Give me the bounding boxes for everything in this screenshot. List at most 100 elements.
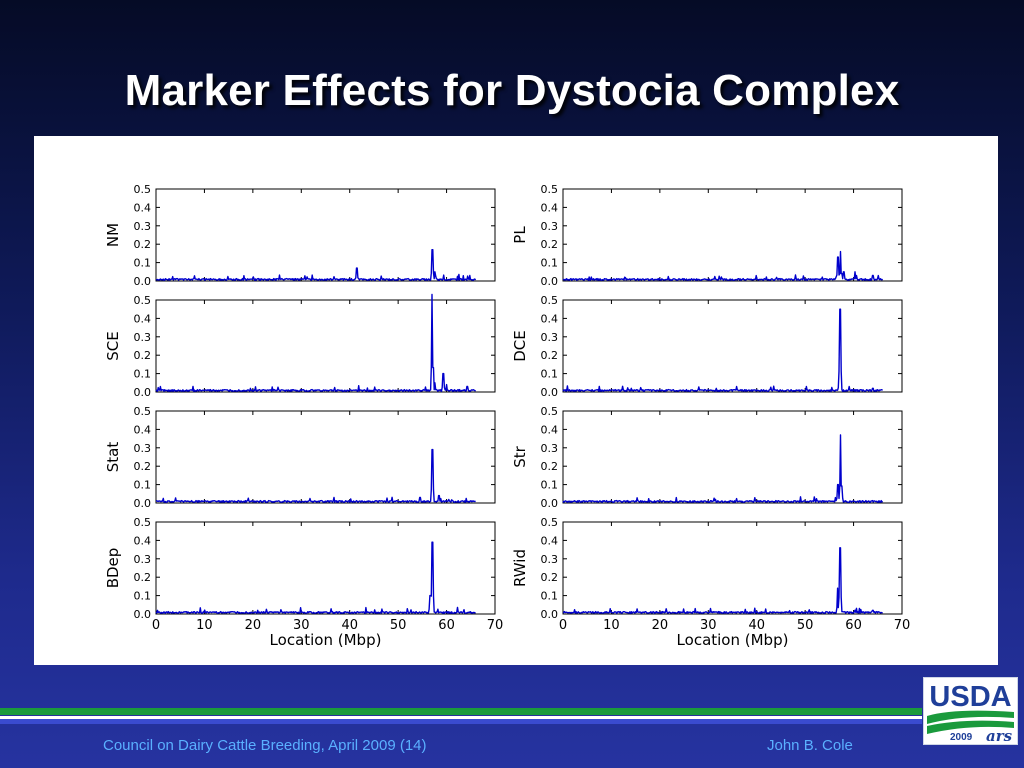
series-line — [562, 434, 884, 503]
y-axis-label: Str — [511, 445, 529, 467]
y-tick-label: 0.0 — [541, 386, 559, 399]
x-tick-label: 70 — [894, 618, 911, 633]
y-tick-label: 0.4 — [541, 534, 559, 547]
series-line — [562, 547, 883, 614]
y-tick-label: 0.5 — [134, 405, 152, 418]
y-tick-label: 0.3 — [134, 442, 152, 455]
y-tick-label: 0.1 — [541, 590, 559, 603]
y-tick-label: 0.4 — [541, 312, 559, 325]
plot-frame — [562, 521, 903, 615]
y-tick-label: 0.2 — [134, 349, 152, 362]
plot-frame — [155, 188, 496, 282]
x-tick-label: 30 — [293, 618, 310, 633]
y-axis-label: RWid — [511, 549, 529, 587]
y-tick-label: 0.4 — [541, 423, 559, 436]
series-line — [155, 248, 477, 282]
x-tick-label: 60 — [845, 618, 862, 633]
subplot-bdep: 0.0 0.1 0.2 0.3 0.4 0.5 0 10 20 30 40 50 60 70 BDep Loc… — [104, 516, 503, 649]
y-tick-label: 0.4 — [541, 201, 559, 214]
footer-rule-white — [0, 716, 922, 719]
y-tick-label: 0.2 — [541, 460, 559, 473]
y-tick-label: 0.4 — [134, 534, 152, 547]
y-tick-label: 0.1 — [541, 479, 559, 492]
plot-frame — [562, 188, 903, 282]
plot-frame — [155, 410, 496, 504]
subplot-sce: 0.0 0.1 0.2 0.3 0.4 0.5 SCE — [104, 293, 496, 399]
x-axis-label: Location (Mbp) — [270, 631, 382, 649]
y-tick-label: 0.0 — [134, 275, 152, 288]
y-tick-label: 0.0 — [541, 275, 559, 288]
x-tick-label: 10 — [603, 618, 620, 633]
marker-effects-figure: 0.0 0.1 0.2 0.3 0.4 0.5 NM 0.0 0.1 0.2 0.3 0.4 0.5 PL… — [104, 183, 910, 649]
y-tick-label: 0.3 — [541, 553, 559, 566]
subplot-pl: 0.0 0.1 0.2 0.3 0.4 0.5 PL — [511, 183, 903, 288]
footer-author: John B. Cole — [767, 737, 853, 754]
series-line — [562, 308, 884, 393]
y-tick-label: 0.1 — [134, 368, 152, 381]
plot-frame — [562, 299, 903, 393]
series-line — [562, 250, 884, 282]
usda-logo: USDA 2009 ars — [923, 677, 1018, 745]
y-axis-label: Stat — [104, 442, 122, 473]
y-tick-label: 0.3 — [541, 220, 559, 233]
x-tick-label: 10 — [196, 618, 213, 633]
y-tick-label: 0.0 — [134, 497, 152, 510]
x-tick-label: 0 — [559, 618, 567, 633]
footer-rule-blue — [0, 719, 922, 724]
y-tick-label: 0.3 — [134, 220, 152, 233]
y-tick-label: 0.0 — [134, 608, 152, 621]
plot-frame — [155, 521, 496, 615]
y-tick-label: 0.3 — [541, 442, 559, 455]
plot-frame — [562, 410, 903, 504]
x-tick-label: 0 — [152, 618, 160, 633]
figure-panel: 0.0 0.1 0.2 0.3 0.4 0.5 NM 0.0 0.1 0.2 0.3 0.4 0.5 PL… — [34, 136, 998, 665]
svg-text:USDA: USDA — [929, 681, 1011, 713]
x-tick-label: 20 — [652, 618, 669, 633]
slide-title: Marker Effects for Dystocia Complex — [124, 66, 900, 115]
y-axis-label: BDep — [104, 548, 122, 589]
y-tick-label: 0.5 — [541, 183, 559, 196]
y-tick-label: 0.4 — [134, 201, 152, 214]
subplot-rwid: 0.0 0.1 0.2 0.3 0.4 0.5 0 10 20 30 40 50 60 70 RWid Loc… — [511, 516, 910, 649]
y-tick-label: 0.5 — [541, 405, 559, 418]
y-tick-label: 0.2 — [134, 460, 152, 473]
y-tick-label: 0.5 — [134, 183, 152, 196]
x-tick-label: 70 — [487, 618, 504, 633]
y-tick-label: 0.2 — [541, 571, 559, 584]
x-tick-label: 40 — [748, 618, 765, 633]
y-tick-label: 0.1 — [541, 257, 559, 270]
y-tick-label: 0.4 — [134, 312, 152, 325]
subplot-nm: 0.0 0.1 0.2 0.3 0.4 0.5 NM — [104, 183, 496, 288]
y-tick-label: 0.1 — [134, 257, 152, 270]
y-axis-label: NM — [104, 223, 122, 247]
series-line — [155, 293, 477, 393]
y-axis-label: SCE — [104, 331, 122, 360]
y-axis-label: PL — [511, 226, 529, 244]
x-tick-label: 50 — [797, 618, 814, 633]
subplot-dce: 0.0 0.1 0.2 0.3 0.4 0.5 DCE — [511, 294, 903, 399]
y-tick-label: 0.3 — [541, 331, 559, 344]
svg-text:2009: 2009 — [950, 732, 973, 743]
y-tick-label: 0.5 — [541, 516, 559, 529]
y-tick-label: 0.1 — [541, 368, 559, 381]
subplot-str: 0.0 0.1 0.2 0.3 0.4 0.5 Str — [511, 405, 903, 510]
y-tick-label: 0.5 — [134, 516, 152, 529]
x-tick-label: 30 — [700, 618, 717, 633]
y-tick-label: 0.2 — [134, 571, 152, 584]
usda-logo-graphic: USDA 2009 ars — [927, 681, 1014, 745]
y-tick-label: 0.1 — [134, 590, 152, 603]
svg-text:ars: ars — [986, 727, 1013, 744]
y-tick-label: 0.1 — [134, 479, 152, 492]
y-tick-label: 0.2 — [541, 349, 559, 362]
y-tick-label: 0.0 — [134, 386, 152, 399]
x-tick-label: 40 — [341, 618, 358, 633]
y-tick-label: 0.5 — [541, 294, 559, 307]
y-axis-label: DCE — [511, 330, 529, 362]
y-tick-label: 0.5 — [134, 294, 152, 307]
series-line — [155, 541, 476, 614]
x-tick-label: 20 — [245, 618, 262, 633]
footer-rule-green — [0, 708, 922, 715]
x-axis-label: Location (Mbp) — [677, 631, 789, 649]
footer-conference: Council on Dairy Cattle Breeding, April … — [103, 737, 427, 754]
y-tick-label: 0.0 — [541, 608, 559, 621]
